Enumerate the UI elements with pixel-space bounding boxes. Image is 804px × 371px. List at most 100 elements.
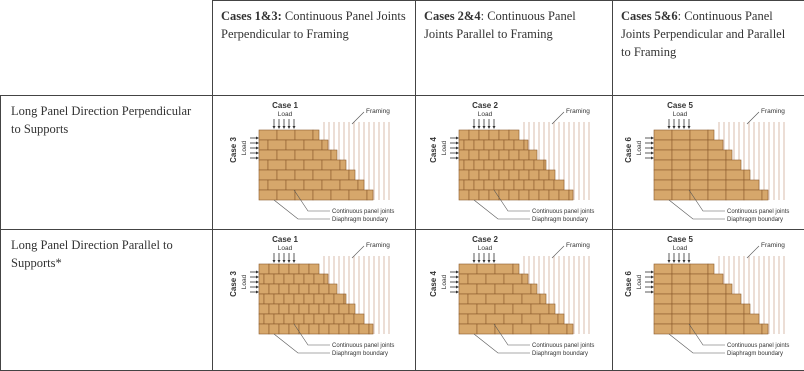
- panel: [295, 130, 313, 140]
- panel: [531, 324, 549, 334]
- top-case: Case 1: [272, 101, 298, 110]
- boundary-label: Diaphragm boundary: [532, 217, 588, 223]
- panel: [259, 190, 277, 200]
- panel: [513, 324, 531, 334]
- arrow-head: [283, 126, 286, 129]
- panel: [339, 324, 349, 334]
- panel: [672, 150, 690, 160]
- side-case: Case 4: [429, 137, 438, 163]
- panel: [304, 274, 314, 284]
- side-case: Case 4: [429, 271, 438, 297]
- arrow-head: [256, 276, 259, 279]
- panel: [309, 304, 319, 314]
- arrow-head: [687, 260, 690, 263]
- panel: [726, 294, 741, 304]
- panel: [331, 170, 349, 180]
- panel: [359, 324, 369, 334]
- arrow-head: [651, 271, 654, 274]
- side-load: Load: [241, 140, 248, 155]
- top-case: Case 2: [472, 101, 498, 110]
- leader: [669, 200, 725, 219]
- panel: [672, 274, 690, 284]
- panel: [279, 304, 289, 314]
- corner-cell: [1, 1, 213, 96]
- joints-label: Continuous panel joints: [332, 209, 394, 215]
- panel: [289, 304, 299, 314]
- panel: [314, 274, 324, 284]
- panel: [294, 314, 304, 324]
- framing-label: Framing: [566, 242, 590, 249]
- leader: [274, 334, 330, 353]
- panel: [495, 324, 513, 334]
- panel: [474, 160, 484, 170]
- panel: [495, 264, 513, 274]
- arrow-head: [278, 260, 281, 263]
- panel: [529, 150, 537, 160]
- boundary-label: Diaphragm boundary: [532, 351, 588, 357]
- panel: [349, 304, 355, 314]
- panel: [464, 180, 474, 190]
- side-load: Load: [441, 274, 448, 289]
- leader: [352, 246, 364, 258]
- panel: [708, 160, 726, 170]
- panel: [277, 170, 295, 180]
- panel: [514, 140, 524, 150]
- panel: [544, 160, 546, 170]
- top-case: Case 5: [667, 101, 693, 110]
- panel: [322, 160, 340, 170]
- panel: [484, 160, 494, 170]
- panel: [726, 284, 732, 294]
- top-load: Load: [478, 111, 493, 118]
- panel: [672, 304, 690, 314]
- panel: [690, 264, 708, 274]
- panel: [569, 190, 573, 200]
- row-label: Long Panel Direction Perpendicular to Su…: [1, 96, 213, 230]
- panel: [549, 170, 555, 180]
- panel: [299, 324, 309, 334]
- panel: [329, 284, 337, 294]
- panel: [494, 140, 504, 150]
- panel: [284, 274, 294, 284]
- panel: [558, 314, 564, 324]
- arrow-head: [493, 126, 496, 129]
- panel: [744, 180, 759, 190]
- panel: [314, 314, 324, 324]
- panel: [264, 294, 274, 304]
- panel: [654, 304, 672, 314]
- framing-label: Framing: [761, 242, 785, 249]
- panel: [489, 130, 499, 140]
- panel: [539, 190, 549, 200]
- arrow-head: [478, 260, 481, 263]
- panel: [314, 294, 324, 304]
- header-cell: Cases 2&4: Continuous Panel Joints Paral…: [416, 1, 613, 96]
- panel: [654, 180, 672, 190]
- row: Long Panel Direction Perpendicular to Su…: [1, 96, 804, 230]
- arrow-head: [687, 126, 690, 129]
- panel: [304, 180, 322, 190]
- panel: [726, 180, 744, 190]
- panel: [654, 274, 672, 284]
- panel: [284, 294, 294, 304]
- panel: [672, 170, 690, 180]
- panel: [286, 160, 304, 170]
- panel: [672, 140, 690, 150]
- panel: [690, 324, 708, 334]
- panel: [299, 264, 309, 274]
- panel: [289, 264, 299, 274]
- panel: [495, 284, 513, 294]
- panel: [726, 324, 744, 334]
- panel: [708, 284, 726, 294]
- panel: [744, 314, 759, 324]
- panel: [268, 180, 286, 190]
- panel: [549, 324, 567, 334]
- top-load: Load: [478, 245, 493, 252]
- header-bold: Cases 5&6: [621, 9, 678, 23]
- side-load: Load: [636, 274, 643, 289]
- panel: [514, 160, 524, 170]
- panel: [744, 170, 750, 180]
